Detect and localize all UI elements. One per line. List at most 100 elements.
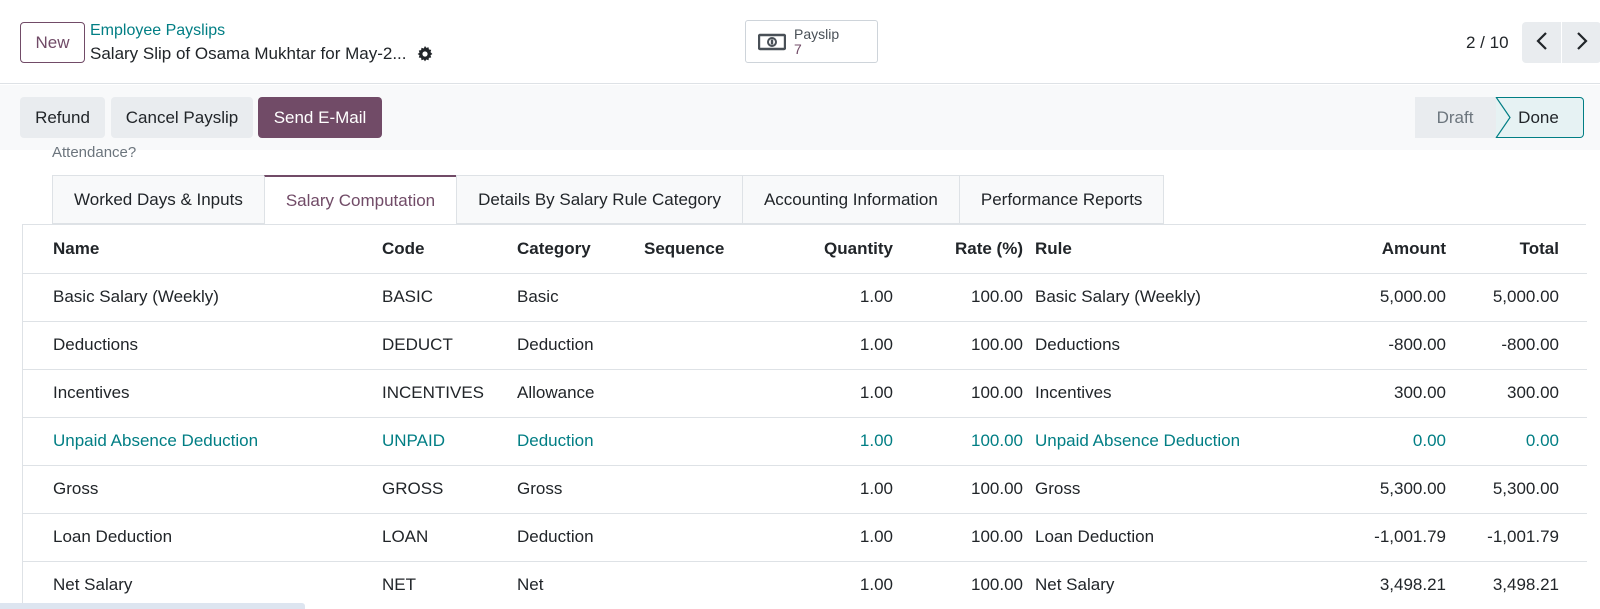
- column-header-quantity[interactable]: Quantity: [772, 225, 905, 274]
- new-button[interactable]: New: [20, 22, 85, 63]
- cell-name: Basic Salary (Weekly): [23, 273, 382, 322]
- cell-quantity: 1.00: [772, 417, 905, 466]
- payslip-smart-button[interactable]: Payslip 7: [745, 20, 878, 63]
- table-row[interactable]: Gross GROSS Gross 1.00 100.00 Gross 5,30…: [23, 465, 1587, 514]
- cell-sequence: [644, 417, 772, 466]
- cell-amount: 0.00: [1265, 417, 1458, 466]
- cell-category: Basic: [517, 273, 644, 322]
- cell-code: NET: [382, 561, 517, 609]
- cell-name: Loan Deduction: [23, 513, 382, 562]
- cell-rate: 100.00: [905, 465, 1035, 514]
- cell-quantity: 1.00: [772, 561, 905, 609]
- cell-quantity: 1.00: [772, 369, 905, 418]
- column-header-total[interactable]: Total: [1458, 225, 1587, 274]
- cell-total: -1,001.79: [1458, 513, 1587, 562]
- tab-worked-days-inputs[interactable]: Worked Days & Inputs: [52, 175, 265, 224]
- cell-sequence: [644, 369, 772, 418]
- pager-next-button[interactable]: [1562, 22, 1600, 63]
- chevron-left-icon: [1535, 31, 1548, 54]
- cell-category: Deduction: [517, 513, 644, 562]
- gear-icon[interactable]: [417, 46, 433, 62]
- cell-quantity: 1.00: [772, 465, 905, 514]
- cell-rule: Loan Deduction: [1035, 513, 1265, 562]
- table-row[interactable]: Deductions DEDUCT Deduction 1.00 100.00 …: [23, 321, 1587, 370]
- chevron-right-icon: [1576, 31, 1588, 54]
- cell-rule: Unpaid Absence Deduction: [1035, 417, 1265, 466]
- send-email-button[interactable]: Send E-Mail: [258, 97, 382, 138]
- smart-button-text: Payslip 7: [794, 25, 840, 57]
- cell-rate: 100.00: [905, 561, 1035, 609]
- cell-category: Deduction: [517, 417, 644, 466]
- cell-rate: 100.00: [905, 321, 1035, 370]
- cell-sequence: [644, 513, 772, 562]
- record-name: Salary Slip of Osama Mukhtar for May-2..…: [90, 44, 407, 63]
- table-header-row: Name Code Category Sequence Quantity Rat…: [23, 225, 1587, 274]
- horizontal-scrollbar[interactable]: [0, 603, 305, 609]
- cell-rule: Net Salary: [1035, 561, 1265, 609]
- cell-code: UNPAID: [382, 417, 517, 466]
- cell-name: Unpaid Absence Deduction: [23, 417, 382, 466]
- cell-total: -800.00: [1458, 321, 1587, 370]
- cell-code: BASIC: [382, 273, 517, 322]
- page-title: Salary Slip of Osama Mukhtar for May-2..…: [90, 44, 433, 64]
- cell-name: Incentives: [23, 369, 382, 418]
- cell-rate: 100.00: [905, 273, 1035, 322]
- cell-total: 5,000.00: [1458, 273, 1587, 322]
- cell-total: 3,498.21: [1458, 561, 1587, 609]
- breadcrumb-employee-payslips[interactable]: Employee Payslips: [90, 22, 226, 39]
- column-header-sequence[interactable]: Sequence: [644, 225, 772, 274]
- tab-accounting-information[interactable]: Accounting Information: [741, 175, 960, 224]
- column-header-name[interactable]: Name: [23, 225, 382, 274]
- cell-rule: Gross: [1035, 465, 1265, 514]
- cell-category: Allowance: [517, 369, 644, 418]
- column-header-code[interactable]: Code: [382, 225, 517, 274]
- column-header-rule[interactable]: Rule: [1035, 225, 1265, 274]
- table-row[interactable]: Unpaid Absence Deduction UNPAID Deductio…: [23, 417, 1587, 466]
- cell-quantity: 1.00: [772, 321, 905, 370]
- cell-rule: Basic Salary (Weekly): [1035, 273, 1265, 322]
- pager-value[interactable]: 2 / 10: [1466, 33, 1509, 52]
- cell-name: Gross: [23, 465, 382, 514]
- cell-name: Deductions: [23, 321, 382, 370]
- smart-button-count: 7: [794, 40, 802, 57]
- table-row[interactable]: Basic Salary (Weekly) BASIC Basic 1.00 1…: [23, 273, 1587, 322]
- cell-total: 0.00: [1458, 417, 1587, 466]
- money-bill-icon: [758, 32, 786, 52]
- refund-button[interactable]: Refund: [20, 97, 105, 138]
- smart-button-label: Payslip: [794, 25, 840, 42]
- cell-sequence: [644, 465, 772, 514]
- pager-previous-button[interactable]: [1522, 22, 1561, 63]
- column-header-amount[interactable]: Amount: [1265, 225, 1458, 274]
- cancel-payslip-button[interactable]: Cancel Payslip: [111, 97, 253, 138]
- cell-category: Net: [517, 561, 644, 609]
- tab-performance-reports[interactable]: Performance Reports: [958, 175, 1165, 224]
- column-header-category[interactable]: Category: [517, 225, 644, 274]
- salary-computation-table: Name Code Category Sequence Quantity Rat…: [22, 224, 1587, 609]
- cell-amount: -1,001.79: [1265, 513, 1458, 562]
- cell-total: 300.00: [1458, 369, 1587, 418]
- cell-code: DEDUCT: [382, 321, 517, 370]
- table-row[interactable]: Loan Deduction LOAN Deduction 1.00 100.0…: [23, 513, 1587, 562]
- table-row[interactable]: Net Salary NET Net 1.00 100.00 Net Salar…: [23, 561, 1587, 609]
- cell-category: Gross: [517, 465, 644, 514]
- cell-amount: 3,498.21: [1265, 561, 1458, 609]
- cell-rate: 100.00: [905, 513, 1035, 562]
- cell-amount: 5,000.00: [1265, 273, 1458, 322]
- table-row[interactable]: Incentives INCENTIVES Allowance 1.00 100…: [23, 369, 1587, 418]
- cell-category: Deduction: [517, 321, 644, 370]
- cell-rule: Deductions: [1035, 321, 1265, 370]
- cell-sequence: [644, 273, 772, 322]
- cell-amount: 300.00: [1265, 369, 1458, 418]
- column-header-rate[interactable]: Rate (%): [905, 225, 1035, 274]
- cell-amount: -800.00: [1265, 321, 1458, 370]
- cell-total: 5,300.00: [1458, 465, 1587, 514]
- cell-amount: 5,300.00: [1265, 465, 1458, 514]
- stage-draft[interactable]: Draft: [1415, 97, 1495, 138]
- cell-quantity: 1.00: [772, 513, 905, 562]
- cell-rule: Incentives: [1035, 369, 1265, 418]
- cell-rate: 100.00: [905, 369, 1035, 418]
- tab-salary-computation[interactable]: Salary Computation: [263, 175, 458, 225]
- cell-code: LOAN: [382, 513, 517, 562]
- cell-rate: 100.00: [905, 417, 1035, 466]
- tab-details-by-salary-rule-category[interactable]: Details By Salary Rule Category: [456, 175, 743, 224]
